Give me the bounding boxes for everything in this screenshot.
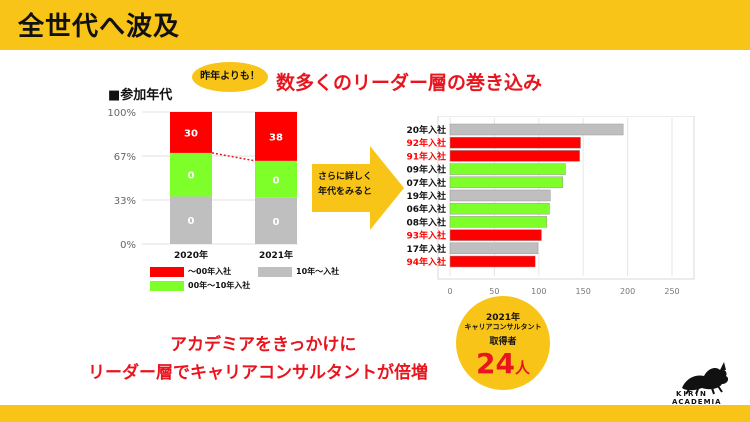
bar-segment [170, 112, 212, 153]
participation-label: ■参加年代 [108, 88, 173, 103]
legend-swatch [150, 280, 184, 291]
bar-segment [255, 160, 297, 198]
category-label: 93年入社 [406, 230, 446, 242]
category-label: 09年入社 [406, 164, 446, 176]
legend-item: 10年～入社 [258, 266, 339, 277]
category-label: 91年入社 [406, 150, 446, 162]
y-tick-label: 100% [107, 108, 136, 119]
x-tick-label: 2020年 [174, 249, 208, 261]
y-tick-label: 33% [114, 196, 136, 207]
bar [449, 176, 564, 189]
consultant-count-badge: 2021年 キャリアコンサルタント 取得者 24人 [456, 296, 550, 390]
stacked-bar-chart: 0 0 30 0 0 38 0% 33% 67% 100% 2020年 2021年 [107, 108, 298, 261]
bar-segment [255, 112, 297, 161]
badge-count-unit: 人 [514, 359, 530, 377]
x-tick-label: 250 [664, 287, 679, 296]
x-tick-label: 2021年 [259, 249, 293, 261]
category-label: 06年入社 [406, 203, 446, 215]
x-tick-label: 100 [531, 287, 546, 296]
legend-swatch [150, 266, 184, 277]
legend-item: 00年～10年入社 [150, 280, 250, 291]
x-tick-label: 0 [447, 287, 452, 296]
data-label: 38 [269, 132, 283, 143]
bar-segment [170, 196, 212, 244]
badge-type: キャリアコンサルタント [464, 323, 542, 331]
bar [449, 136, 581, 149]
logo-wordmark-2: ACADEMIA [672, 398, 722, 406]
bar [449, 202, 550, 215]
bar [449, 123, 624, 136]
y-tick-label: 67% [114, 152, 136, 163]
data-label: 0 [188, 216, 195, 227]
category-label: 92年入社 [406, 137, 446, 149]
bar [449, 242, 539, 255]
headline: 数多くのリーダー層の巻き込み [276, 72, 543, 94]
page-title: 全世代へ波及 [18, 12, 181, 42]
legend-label: 00年～10年入社 [188, 281, 251, 290]
badge-year: 2021年 [485, 313, 521, 323]
data-label: 30 [184, 128, 198, 139]
logo-wordmark-1: KIRIN [676, 390, 708, 398]
data-label: 0 [273, 217, 280, 228]
category-label: 94年入社 [406, 256, 446, 268]
message-line-1: アカデミアをきっかけに [170, 335, 357, 355]
x-tick-label: 150 [576, 287, 591, 296]
badge-count: 24人 [456, 348, 550, 384]
category-label: 08年入社 [406, 216, 446, 228]
bar [449, 189, 551, 202]
right-arrow-icon [312, 146, 404, 230]
category-label: 19年入社 [406, 190, 446, 202]
badge-count-number: 24 [476, 347, 515, 380]
trend-line [211, 152, 256, 162]
category-label: 17年入社 [406, 243, 446, 255]
bar-segment [170, 152, 212, 197]
legend-label: ～00年入社 [188, 267, 232, 276]
data-label: 0 [188, 171, 195, 182]
legend-label: 10年～入社 [296, 267, 340, 276]
header-band [0, 0, 750, 48]
x-tick-label: 200 [620, 287, 635, 296]
arrow-caption-line-1: さらに詳しく [318, 172, 373, 182]
bar [449, 163, 566, 175]
kirin-logo-icon [682, 362, 729, 395]
legend-swatch [258, 266, 292, 277]
bar [449, 216, 548, 228]
data-label: 0 [273, 175, 280, 186]
y-tick-label: 0% [120, 240, 136, 251]
arrow-caption-line-2: 年代をみると [318, 187, 373, 197]
bar [449, 150, 580, 162]
plot-area-border [437, 116, 695, 280]
legend-item: ～00年入社 [150, 266, 231, 277]
badge-label: 取得者 [489, 337, 517, 347]
footer-band [0, 405, 750, 422]
bar-segment [255, 197, 297, 244]
message-line-2: リーダー層でキャリアコンサルタントが倍増 [88, 363, 428, 383]
arrow-caption: さらに詳しく 年代をみると [318, 170, 372, 200]
header-divider [0, 48, 750, 50]
bar [449, 229, 542, 241]
x-tick-label: 50 [489, 287, 499, 296]
note-bubble: 昨年よりも！ [192, 62, 268, 92]
bar [449, 255, 536, 268]
category-label: 20年入社 [406, 124, 446, 136]
category-label: 07年入社 [406, 177, 446, 189]
